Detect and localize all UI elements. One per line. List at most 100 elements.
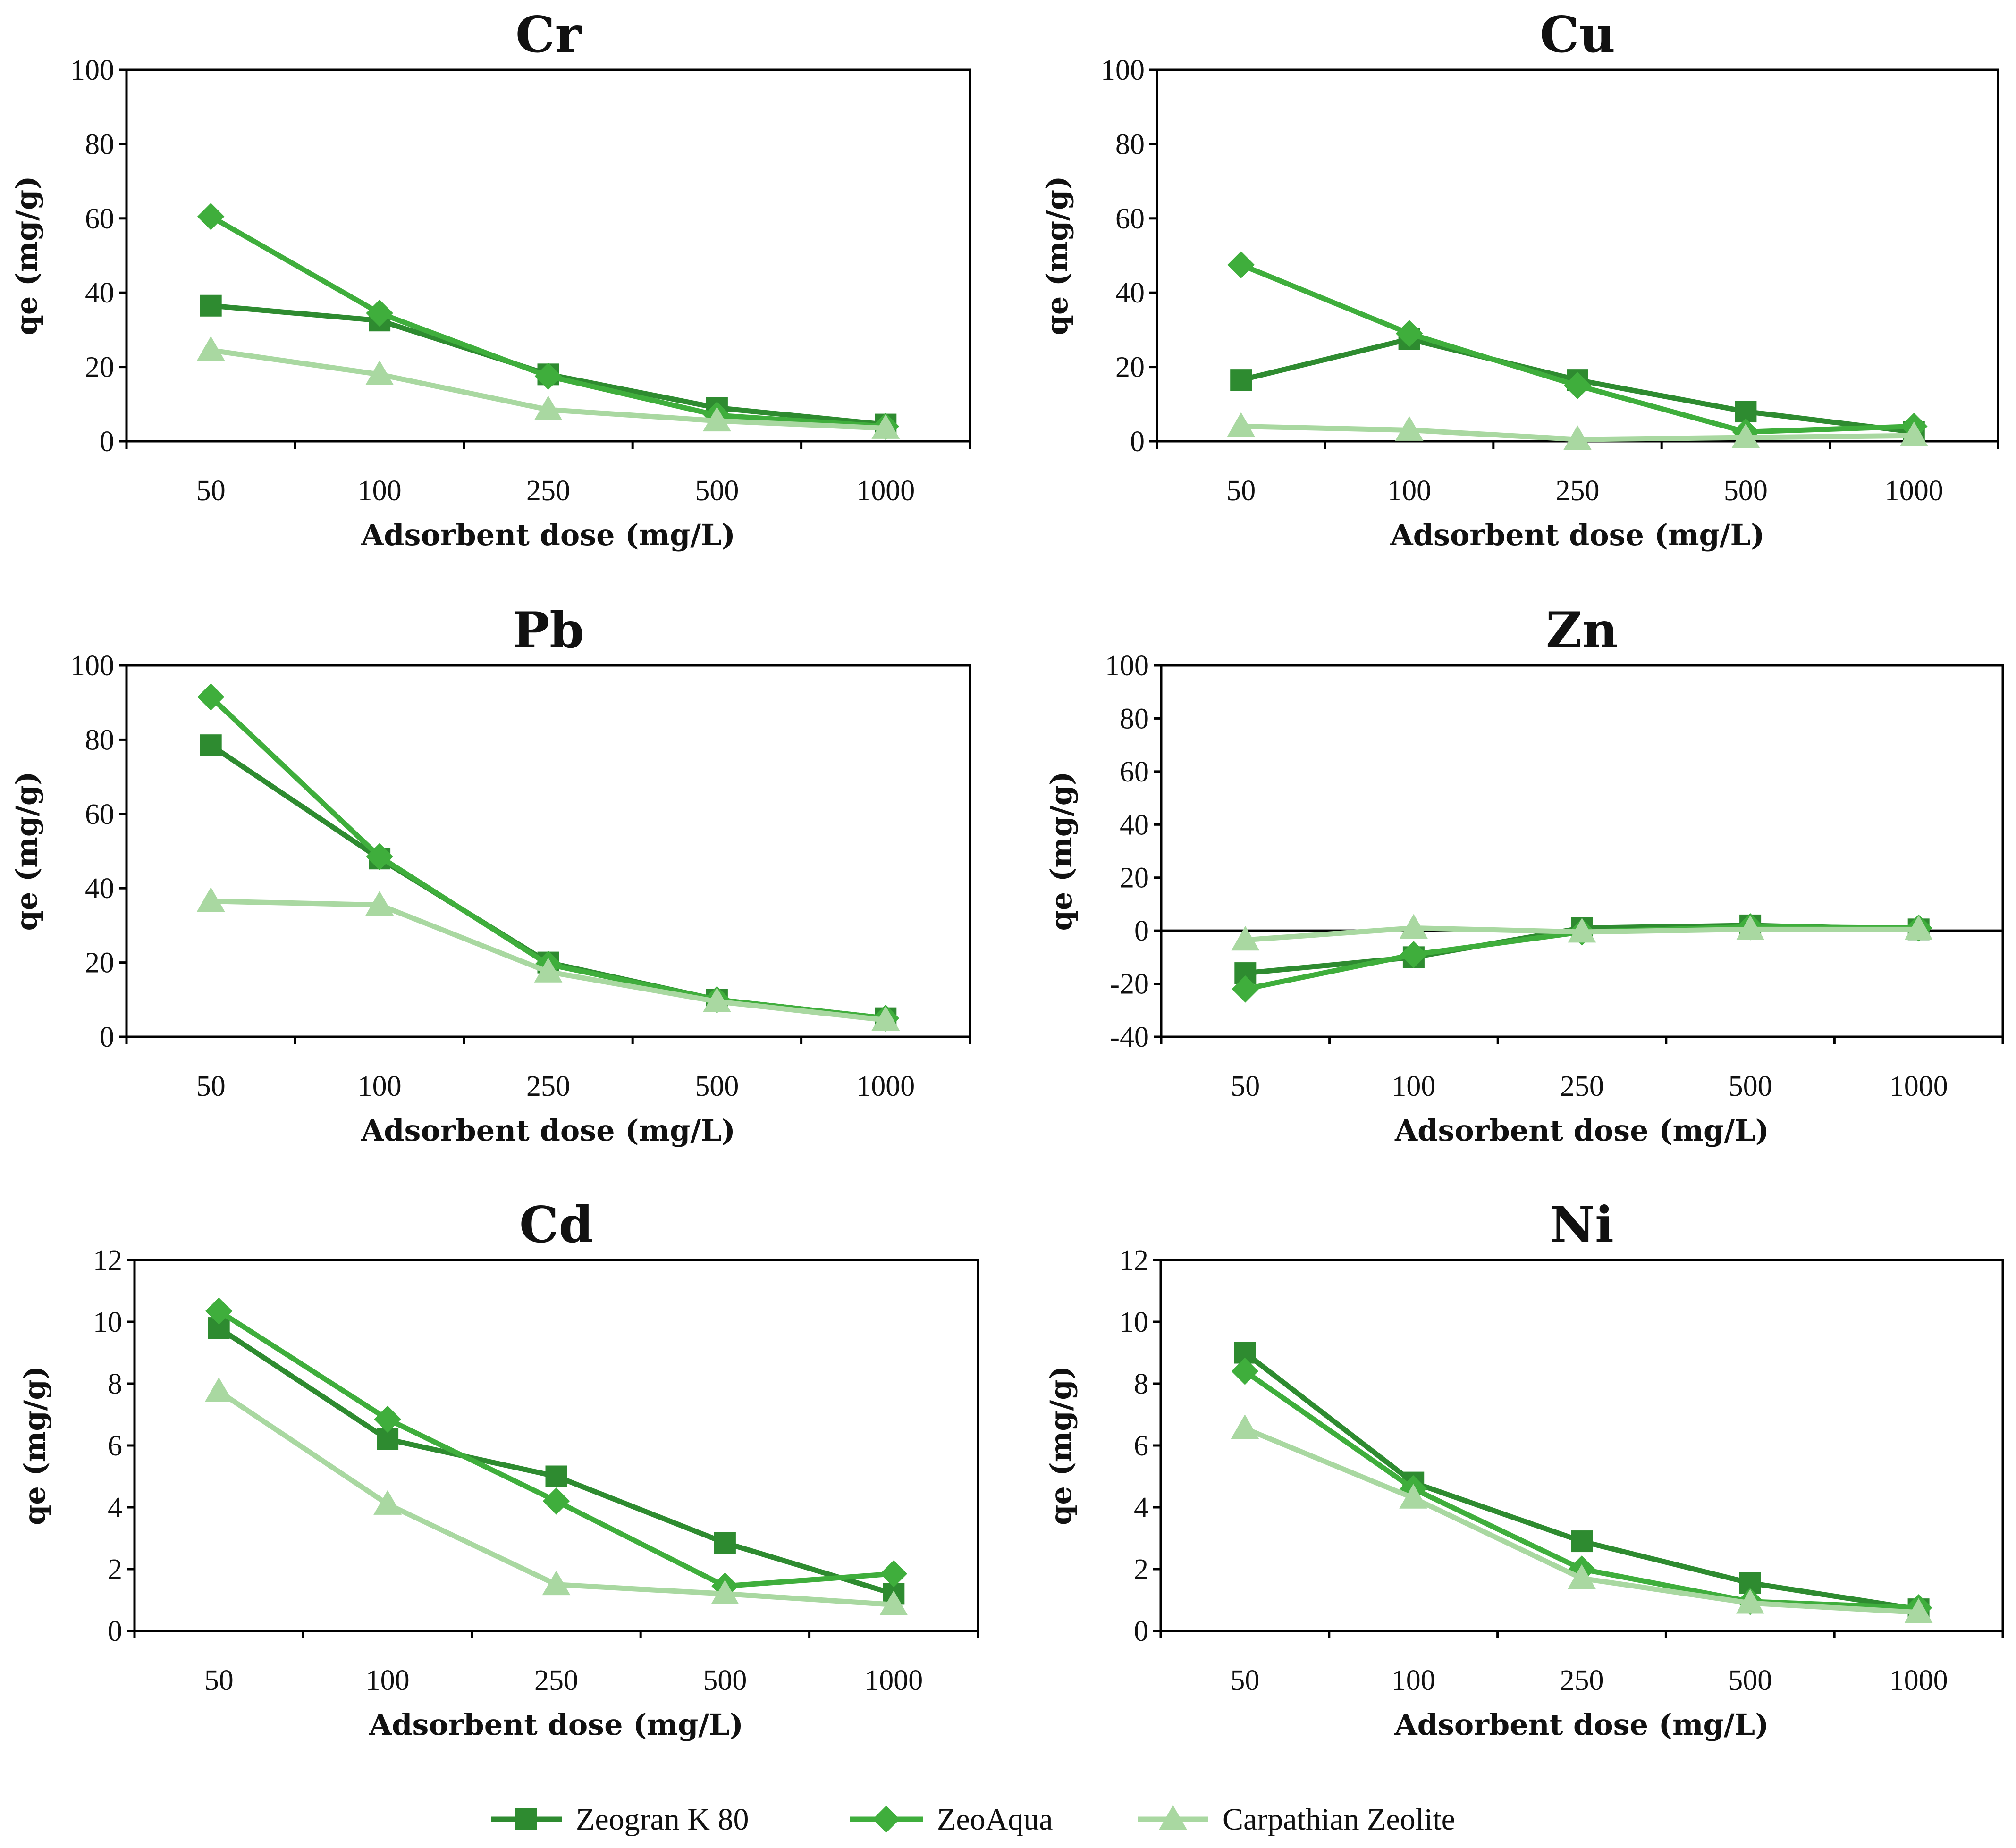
y-axis-label: qe (mg/g) xyxy=(9,176,44,335)
legend-item-zeogran-k80: Zeogran K 80 xyxy=(491,1802,749,1837)
data-point xyxy=(703,406,731,432)
data-point xyxy=(196,887,225,912)
data-point xyxy=(196,336,225,361)
data-point xyxy=(703,987,731,1012)
y-tick-label: 20 xyxy=(85,947,114,979)
data-point xyxy=(1568,918,1596,943)
data-point xyxy=(1564,372,1591,399)
x-tick-label: 500 xyxy=(1729,1070,1772,1102)
x-tick-label: 250 xyxy=(1556,475,1600,507)
y-tick-label: 40 xyxy=(85,873,114,905)
x-tick-label: 1000 xyxy=(1885,475,1943,507)
x-axis-label: Adsorbent dose (mg/L) xyxy=(361,1113,735,1148)
x-axis-label: Adsorbent dose (mg/L) xyxy=(1394,1707,1769,1742)
x-tick-label: 250 xyxy=(1560,1070,1604,1102)
data-point xyxy=(366,843,393,871)
series-line xyxy=(209,214,886,429)
legend-label: Carpathian Zeolite xyxy=(1223,1802,1455,1837)
data-point xyxy=(365,360,394,385)
data-point xyxy=(374,1405,401,1433)
data-point xyxy=(365,890,394,916)
x-tick-label: 50 xyxy=(204,1664,234,1697)
y-tick-label: 0 xyxy=(100,426,114,458)
series-carpathian-zeolite xyxy=(1227,412,1928,450)
y-axis-label: qe (mg/g) xyxy=(1040,176,1074,335)
y-axis-label: qe (mg/g) xyxy=(1044,1366,1078,1525)
series-zeoaqua xyxy=(1227,251,1928,446)
data-point xyxy=(545,1465,567,1487)
y-axis-label: qe (mg/g) xyxy=(1044,771,1079,931)
chart-pb: 0 20 40 60 80 100 50 100 250 500 1000 Pb Adsorbent d… xyxy=(9,601,971,1148)
y-tick-label: 80 xyxy=(1115,128,1145,160)
y-tick-label: 80 xyxy=(85,724,114,756)
chart-title: Pb xyxy=(512,601,584,659)
y-tick-label: 60 xyxy=(1120,756,1149,788)
y-tick-label: 0 xyxy=(108,1615,122,1647)
data-point xyxy=(204,1377,233,1402)
x-tick-label: 50 xyxy=(196,1070,226,1102)
y-tick-label: 6 xyxy=(108,1430,122,1462)
x-tick-label: 50 xyxy=(1230,1664,1259,1697)
y-tick-label: 8 xyxy=(1134,1368,1148,1400)
x-axis-label: Adsorbent dose (mg/L) xyxy=(361,518,735,552)
data-point xyxy=(1395,416,1424,441)
data-point xyxy=(1227,251,1255,278)
data-point xyxy=(542,1570,571,1596)
x-tick-label: 1000 xyxy=(856,475,915,507)
data-point xyxy=(1571,1530,1593,1553)
data-point xyxy=(880,1560,908,1588)
x-tick-label: 1000 xyxy=(864,1664,923,1697)
data-point xyxy=(1231,1414,1259,1439)
legend-label: Zeogran K 80 xyxy=(576,1802,749,1837)
y-axis-label: qe (mg/g) xyxy=(9,771,44,931)
x-tick-label: 500 xyxy=(1728,1664,1772,1697)
data-point xyxy=(1904,915,1933,940)
legend-item-carpathian-zeolite: Carpathian Zeolite xyxy=(1138,1802,1455,1837)
data-point xyxy=(1399,1484,1428,1509)
y-tick-label: 100 xyxy=(1101,54,1145,86)
series-zeogran-k80 xyxy=(208,1317,905,1605)
data-point xyxy=(1731,423,1760,448)
y-tick-label: 100 xyxy=(70,650,114,682)
y-tick-label: 60 xyxy=(85,798,114,831)
y-tick-label: 10 xyxy=(93,1306,122,1338)
data-point xyxy=(1232,975,1259,1003)
x-tick-label: 500 xyxy=(695,1070,739,1102)
legend-label: ZeoAqua xyxy=(937,1802,1053,1837)
x-tick-label: 50 xyxy=(1226,475,1256,507)
y-tick-label: -20 xyxy=(1110,968,1149,1000)
chart-cu: 0 20 40 60 80 100 50 100 250 500 1000 Cu Adsorbent d… xyxy=(1040,5,1999,552)
data-point xyxy=(1563,425,1592,450)
x-axis-label: Adsorbent dose (mg/L) xyxy=(369,1707,743,1742)
chart-title: Ni xyxy=(1550,1195,1614,1254)
chart-cd: 0 2 4 6 8 10 12 50 100 250 500 1000 Cd Adsorbent dose… xyxy=(17,1195,979,1742)
plot-area-frame xyxy=(1160,664,2004,1038)
y-tick-label: 0 xyxy=(1134,1615,1148,1647)
x-tick-label: 1000 xyxy=(1889,1664,1948,1697)
x-tick-label: 100 xyxy=(1392,1664,1435,1697)
data-point xyxy=(534,395,563,420)
data-point xyxy=(200,734,222,756)
y-tick-label: 40 xyxy=(1120,809,1149,841)
y-tick-label: 20 xyxy=(1120,862,1149,894)
x-tick-label: 250 xyxy=(534,1664,578,1697)
data-point xyxy=(1736,915,1764,940)
series-carpathian-zeolite xyxy=(1231,914,1933,951)
chart-title: Cd xyxy=(519,1195,593,1254)
data-point xyxy=(534,958,563,983)
y-tick-label: 100 xyxy=(70,54,114,86)
x-axis-label: Adsorbent dose (mg/L) xyxy=(1394,1113,1769,1148)
series-line xyxy=(217,1309,894,1589)
chart-title: Zn xyxy=(1546,601,1618,659)
chart-cr: 0 20 40 60 80 100 50 100 250 500 1000 Cr Adsorbent d… xyxy=(9,5,971,552)
chart-ni: 0 2 4 6 8 10 12 50 100 250 500 1000 Ni Adsorbent dose… xyxy=(1044,1195,2004,1742)
data-point xyxy=(711,1579,739,1604)
y-tick-label: 40 xyxy=(85,277,114,309)
data-point xyxy=(1231,925,1260,951)
plot-area-frame xyxy=(125,664,971,1038)
series-carpathian-zeolite xyxy=(1231,1414,1933,1623)
y-tick-label: 12 xyxy=(1119,1244,1148,1277)
x-tick-label: 500 xyxy=(703,1664,747,1697)
data-point xyxy=(197,203,225,230)
data-point xyxy=(205,1297,233,1325)
